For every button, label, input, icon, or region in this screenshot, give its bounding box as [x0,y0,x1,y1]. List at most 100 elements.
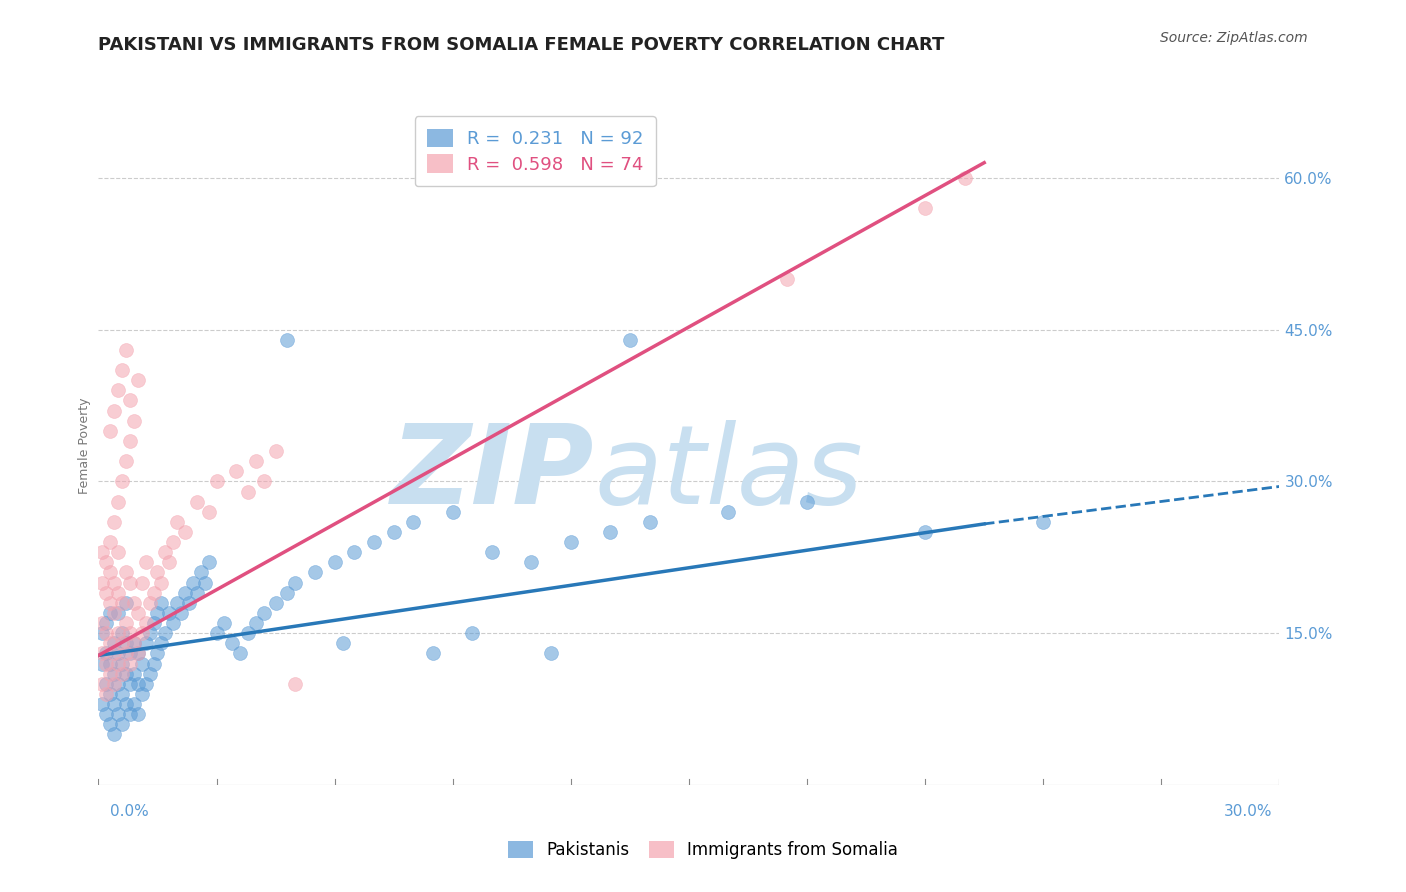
Text: atlas: atlas [595,419,863,526]
Point [138,666,160,681]
Point [146,647,169,661]
Point [98,596,121,610]
Point [111,363,134,377]
Point [284,575,307,590]
Point [1032,515,1054,529]
Point [122,636,145,650]
Point [118,575,141,590]
Point [146,606,169,620]
Point [177,596,200,610]
Point [402,515,425,529]
Point [520,555,543,569]
Point [186,585,208,599]
Point [103,575,125,590]
Point [253,606,276,620]
Point [107,384,129,398]
Point [122,666,145,681]
Point [98,424,121,438]
Point [103,647,125,661]
Point [190,566,212,580]
Point [103,727,125,741]
Point [276,585,298,599]
Point [118,626,141,640]
Point [115,697,138,711]
Point [118,677,141,691]
Point [155,545,177,559]
Point [221,636,243,650]
Point [115,636,138,650]
Point [284,677,307,691]
Point [166,596,188,610]
Text: PAKISTANI VS IMMIGRANTS FROM SOMALIA FEMALE POVERTY CORRELATION CHART: PAKISTANI VS IMMIGRANTS FROM SOMALIA FEM… [98,36,945,54]
Point [111,717,134,731]
Point [135,677,157,691]
Text: 30.0%: 30.0% [1225,805,1272,819]
Point [127,677,149,691]
Point [96,657,118,671]
Point [796,494,818,508]
Point [111,596,134,610]
Point [186,494,208,508]
Point [229,647,252,661]
Point [131,575,153,590]
Point [131,657,153,671]
Point [205,626,228,640]
Point [481,545,503,559]
Point [122,414,145,428]
Point [96,616,118,631]
Point [111,636,134,650]
Point [127,606,149,620]
Point [150,596,173,610]
Point [131,626,153,640]
Point [638,515,661,529]
Point [236,626,259,640]
Point [214,616,236,631]
Point [142,616,165,631]
Point [166,515,188,529]
Point [103,403,125,417]
Point [107,707,129,722]
Point [107,545,129,559]
Point [98,657,121,671]
Point [135,616,157,631]
Point [98,606,121,620]
Point [150,575,173,590]
Point [138,626,160,640]
Point [96,555,118,569]
Point [953,170,976,185]
Point [138,596,160,610]
Point [127,647,149,661]
Point [107,677,129,691]
Point [197,505,219,519]
Point [323,555,346,569]
Point [382,524,405,539]
Point [205,475,228,489]
Point [98,717,121,731]
Point [127,707,149,722]
Point [276,333,298,347]
Point [135,555,157,569]
Point [115,666,138,681]
Legend: Pakistanis, Immigrants from Somalia: Pakistanis, Immigrants from Somalia [501,834,905,866]
Point [264,444,287,458]
Point [107,626,129,640]
Point [914,201,936,215]
Point [103,666,125,681]
Point [245,616,267,631]
Point [146,566,169,580]
Point [111,666,134,681]
Point [91,616,114,631]
Point [98,566,121,580]
Point [343,545,366,559]
Point [619,333,641,347]
Point [122,596,145,610]
Point [103,697,125,711]
Point [115,566,138,580]
Point [103,677,125,691]
Point [717,505,740,519]
Point [157,555,180,569]
Point [914,524,936,539]
Point [162,616,184,631]
Point [155,626,177,640]
Point [236,484,259,499]
